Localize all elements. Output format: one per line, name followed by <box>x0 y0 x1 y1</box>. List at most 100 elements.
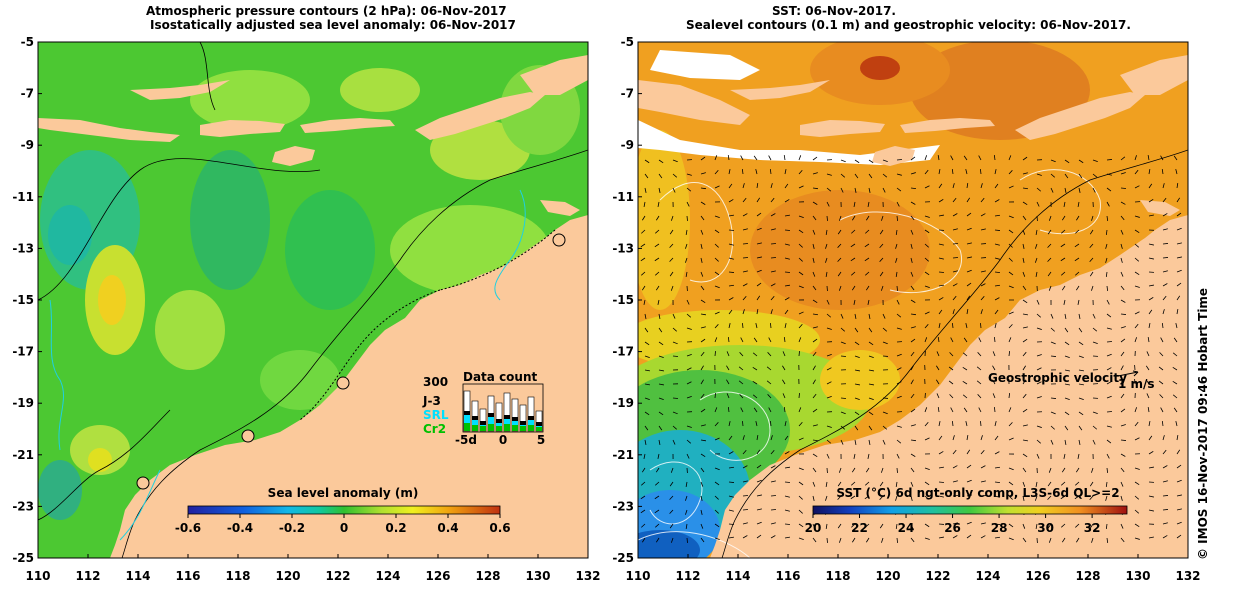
velocity-arrow <box>966 197 971 203</box>
velocity-arrow <box>784 421 787 427</box>
velocity-arrow <box>769 168 772 175</box>
right-ytick-label: -7 <box>621 87 634 101</box>
velocity-arrow <box>1078 383 1084 386</box>
velocity-arrow <box>840 425 845 430</box>
velocity-arrow <box>728 309 733 315</box>
velocity-arrow <box>1078 187 1081 193</box>
velocity-arrow <box>658 369 664 372</box>
velocity-arrow <box>657 299 660 305</box>
velocity-arrow <box>952 270 958 273</box>
velocity-arrow <box>1148 495 1154 498</box>
velocity-arrow <box>1134 407 1138 413</box>
velocity-arrow <box>854 355 860 359</box>
velocity-arrow <box>994 523 1001 525</box>
velocity-arrow <box>854 327 859 333</box>
velocity-arrow <box>1050 397 1057 399</box>
velocity-arrow <box>756 182 759 189</box>
velocity-arrow <box>784 323 787 329</box>
velocity-arrow <box>1074 243 1080 248</box>
velocity-arrow <box>658 173 663 179</box>
left-title-line2: Isostatically adjusted sea level anomaly… <box>150 18 516 32</box>
velocity-arrow <box>895 229 898 236</box>
melville-island <box>540 200 580 216</box>
data-count-series-srl: SRL <box>423 408 449 422</box>
left-xtick-label: 132 <box>575 569 600 583</box>
velocity-arrow <box>853 201 856 207</box>
velocity-arrow <box>1050 313 1054 319</box>
velocity-arrow <box>838 285 842 291</box>
flores-island <box>300 118 395 133</box>
velocity-arrow <box>837 243 842 248</box>
velocity-arrow <box>896 327 902 330</box>
velocity-arrow <box>882 341 888 345</box>
velocity-arrow <box>670 537 674 543</box>
imos-credit: © IMOS 16-Nov-2017 09:46 Hobart Time <box>1196 287 1210 560</box>
velocity-arrow <box>936 379 940 385</box>
velocity-arrow <box>840 313 844 319</box>
velocity-arrow <box>1148 169 1151 175</box>
velocity-arrow <box>700 439 706 442</box>
velocity-arrow <box>948 366 954 371</box>
velocity-arrow <box>1120 467 1125 473</box>
velocity-arrow <box>1064 369 1070 372</box>
velocity-arrow <box>851 215 856 221</box>
velocity-arrow <box>714 324 719 329</box>
velocity-arrow <box>854 313 857 319</box>
velocity-arrow <box>1022 523 1026 529</box>
velocity-arrow <box>1120 326 1126 329</box>
velocity-arrow <box>994 229 1001 231</box>
velocity-arrow <box>938 297 944 301</box>
velocity-arrow <box>936 365 940 371</box>
velocity-arrow <box>1076 537 1080 543</box>
velocity-arrow <box>1120 537 1125 543</box>
velocity-arrow <box>1175 421 1178 427</box>
sla-colorbar-tick-label: 0.2 <box>385 521 406 535</box>
sla-colorbar-tick-label: -0.4 <box>227 521 253 535</box>
velocity-arrow <box>728 169 731 175</box>
left-xtick-label: 118 <box>225 569 250 583</box>
velocity-arrow <box>952 495 959 497</box>
velocity-arrow <box>1106 537 1109 544</box>
velocity-arrow <box>1064 341 1070 346</box>
right-xtick-label: 130 <box>1125 569 1150 583</box>
velocity-arrow <box>655 215 660 221</box>
velocity-arrow <box>992 393 996 399</box>
velocity-arrow <box>812 481 816 487</box>
velocity-arrow <box>1064 355 1070 359</box>
velocity-arrow <box>938 199 944 203</box>
velocity-arrow <box>910 313 917 316</box>
velocity-arrow <box>838 467 842 473</box>
velocity-arrow <box>963 155 968 161</box>
velocity-arrow <box>896 453 900 459</box>
velocity-arrow <box>1148 183 1153 189</box>
velocity-arrow <box>966 521 972 525</box>
velocity-arrow <box>937 155 940 161</box>
velocity-arrow <box>1172 394 1178 399</box>
velocity-arrow <box>896 299 900 305</box>
velocity-arrow <box>850 495 856 500</box>
right-xtick-label: 124 <box>975 569 1000 583</box>
velocity-arrow <box>1106 285 1109 292</box>
velocity-arrow <box>825 523 828 529</box>
velocity-arrow <box>938 435 943 441</box>
velocity-arrow <box>1008 311 1014 315</box>
velocity-arrow <box>640 495 646 500</box>
velocity-arrow <box>1050 439 1054 445</box>
velocity-arrow <box>784 451 790 455</box>
velocity-arrow <box>924 215 930 218</box>
velocity-arrow <box>896 215 898 222</box>
velocity-arrow <box>924 229 930 234</box>
velocity-arrow <box>1092 411 1098 415</box>
velocity-arrow <box>714 509 719 514</box>
velocity-arrow <box>938 243 944 246</box>
velocity-arrow <box>1148 466 1154 469</box>
data-count-max-label: 300 <box>423 375 448 389</box>
velocity-arrow <box>672 397 679 399</box>
velocity-arrow <box>867 299 870 305</box>
velocity-arrow <box>726 393 730 399</box>
velocity-arrow <box>853 453 856 459</box>
velocity-arrow <box>937 336 940 343</box>
velocity-arrow <box>812 453 818 458</box>
sea-level-anomaly-map: -5 -7 -9 -11 -13 -15 -17 -19 -21 -23 -25 110 112 114… <box>12 35 600 583</box>
velocity-arrow <box>654 509 660 514</box>
